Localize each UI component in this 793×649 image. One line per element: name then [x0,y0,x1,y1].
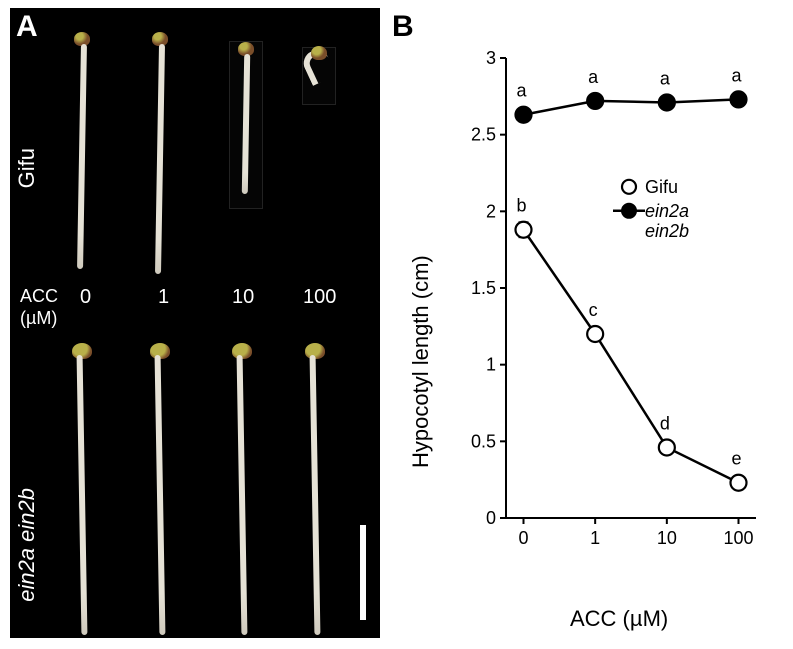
ein2-side-label: ein2a ein2b [14,488,40,602]
acc-val-100: 100 [303,286,336,309]
svg-text:d: d [660,413,670,433]
seedling [303,343,327,641]
svg-text:a: a [731,65,742,85]
acc-unit: (µM) [20,308,57,329]
acc-val-10: 10 [232,286,254,309]
chart-svg: 0 0.5 1 1.5 2 2.5 3 0 1 10 100 a a a a b c d e Gifu ein2aein… [468,38,768,578]
svg-text:b: b [516,196,526,216]
seedling [230,42,262,208]
svg-text:1: 1 [590,528,600,548]
svg-text:a: a [516,81,527,101]
svg-text:0.5: 0.5 [471,431,496,451]
svg-text:e: e [731,449,741,469]
svg-text:ein2a: ein2a [645,201,689,221]
svg-text:100: 100 [723,528,753,548]
svg-text:10: 10 [657,528,677,548]
gifu-side-label: Gifu [14,148,40,188]
seedling [70,343,94,641]
svg-text:1.5: 1.5 [471,278,496,298]
panel-b-letter: B [392,10,414,44]
seedling [148,343,172,641]
svg-text:c: c [589,300,598,320]
acc-val-0: 0 [80,286,91,309]
acc-unit-text: (µM) [20,308,57,328]
panel-a-letter: A [16,10,38,44]
seedling [303,48,335,104]
panel-a: A Gifu ein2a ein2b ACC (µM) 0 1 10 100 [10,8,380,638]
x-axis-label: ACC (µM) [570,606,668,632]
svg-text:Gifu: Gifu [645,177,678,197]
acc-text: ACC [20,286,58,306]
panel-b: B Hypocotyl length (cm) 0 0.5 1 1.5 2 2.5 3 0 1 1… [390,8,785,638]
acc-label: ACC [20,286,58,307]
svg-text:1: 1 [486,355,496,375]
seedling [70,32,94,275]
figure: A Gifu ein2a ein2b ACC (µM) 0 1 10 100 B… [0,0,793,649]
svg-text:2: 2 [486,201,496,221]
seedling [148,32,172,280]
y-axis-label: Hypocotyl length (cm) [408,255,434,468]
svg-text:3: 3 [486,48,496,68]
acc-val-1: 1 [158,286,169,309]
svg-text:a: a [660,68,671,88]
chart-plot: 0 0.5 1 1.5 2 2.5 3 0 1 10 100 a a a a b c d e Gifu ein2aein… [468,38,768,578]
svg-text:ein2b: ein2b [645,221,689,241]
svg-text:a: a [588,67,599,87]
seedling [230,343,254,641]
svg-text:0: 0 [486,508,496,528]
svg-text:2.5: 2.5 [471,125,496,145]
svg-text:0: 0 [518,528,528,548]
scale-bar [360,525,366,620]
